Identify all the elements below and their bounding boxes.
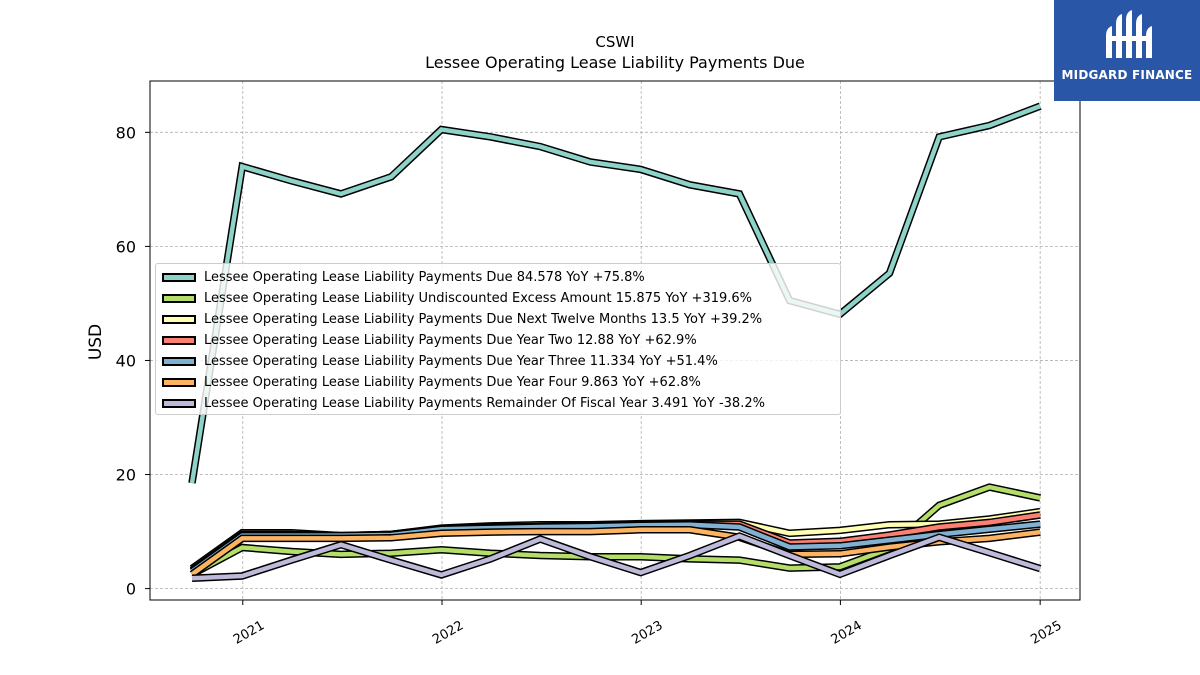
legend-label: Lessee Operating Lease Liability Payment… [204,395,765,411]
legend-item: Lessee Operating Lease Liability Payment… [162,311,762,327]
series-line-stroke [190,527,1041,577]
brand-name: MIDGARD FINANCE [1061,68,1193,82]
y-tick-label: 60 [116,237,136,256]
legend-swatch [162,377,196,387]
legend-swatch [162,398,196,408]
brand-logo: MIDGARD FINANCE [1054,0,1200,101]
legend-swatch [162,293,196,303]
y-tick-label: 80 [116,123,136,142]
legend-swatch [162,314,196,324]
legend-label: Lessee Operating Lease Liability Payment… [204,332,697,348]
legend-item: Lessee Operating Lease Liability Payment… [162,332,697,348]
legend-swatch [162,335,196,345]
x-tick-label: 2023 [629,618,665,648]
legend-label: Lessee Operating Lease Liability Undisco… [204,290,753,306]
x-tick-label: 2024 [829,618,865,648]
y-axis-label: USD [86,324,106,360]
legend-label: Lessee Operating Lease Liability Payment… [204,374,701,390]
legend-label: Lessee Operating Lease Liability Payment… [204,353,718,369]
series-line-stroke [189,103,1042,484]
chart-legend: Lessee Operating Lease Liability Payment… [155,263,841,415]
x-tick-label: 2022 [430,618,466,648]
series-line [191,532,1042,583]
y-tick-label: 0 [126,580,136,599]
series-line-stroke [191,533,1041,581]
legend-item: Lessee Operating Lease Liability Undisco… [162,290,752,306]
legend-label: Lessee Operating Lease Liability Payment… [204,269,645,285]
series-line [189,526,1041,578]
legend-item: Lessee Operating Lease Liability Payment… [162,374,701,390]
x-tick-label: 2025 [1028,618,1064,648]
series-lines [188,102,1042,583]
midgard-logo-icon [1106,10,1152,58]
legend-swatch [162,356,196,366]
legend-item: Lessee Operating Lease Liability Payment… [162,353,718,369]
chart-subtitle: Lessee Operating Lease Liability Payment… [425,53,805,72]
legend-label: Lessee Operating Lease Liability Payment… [204,311,763,327]
legend-swatch [162,272,196,282]
legend-item: Lessee Operating Lease Liability Payment… [162,269,645,285]
chart-title: CSWI [595,33,634,51]
series-line [188,102,1042,484]
plot-frame [149,80,1081,601]
y-tick-label: 40 [116,351,136,370]
y-tick-label: 20 [116,466,136,485]
legend-item: Lessee Operating Lease Liability Payment… [162,395,765,411]
x-tick-label: 2021 [231,618,267,648]
